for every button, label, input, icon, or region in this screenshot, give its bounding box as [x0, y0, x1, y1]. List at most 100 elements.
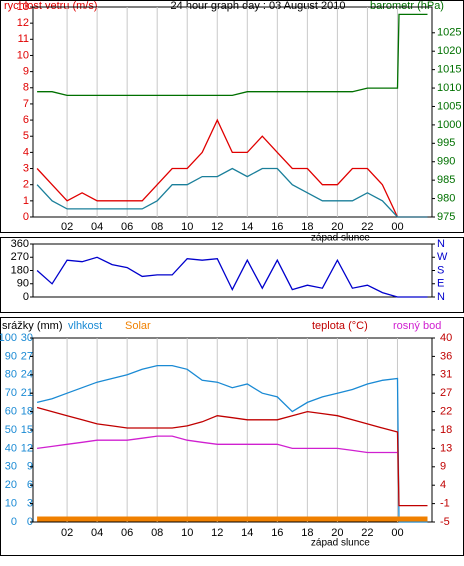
y2-tick-label: 22 — [440, 406, 452, 418]
y3-tick-label: 3 — [27, 498, 33, 510]
y-tick-label: 6 — [23, 114, 29, 126]
y-tick-label: 20 — [5, 479, 17, 491]
series-line — [37, 435, 398, 454]
x-tick-label: 10 — [181, 221, 193, 233]
x-tick-label: 12 — [211, 527, 223, 539]
y-tick-label: 180 — [11, 264, 29, 276]
y2-tick-label: 9 — [440, 461, 446, 473]
y-tick-label: 100 — [0, 332, 17, 344]
x-tick-label: 04 — [91, 527, 103, 539]
y2-tick-label: -1 — [440, 498, 450, 510]
y2-tick-label: 985 — [437, 174, 455, 186]
series-line — [36, 364, 428, 523]
y3-tick-label: 18 — [21, 406, 33, 418]
y-tick-label: 1 — [23, 195, 29, 207]
y2-tick-label: 980 — [437, 192, 455, 204]
series-line — [36, 256, 428, 298]
y-tick-label: 10 — [5, 498, 17, 510]
y-tick-label: 360 — [11, 238, 29, 250]
x-tick-label: 00 — [391, 527, 403, 539]
y3-tick-label: 9 — [27, 461, 33, 473]
series-line — [36, 406, 428, 507]
y-tick-label: 9 — [23, 66, 29, 78]
y3-tick-label: 12 — [21, 442, 33, 454]
chart-title: 24 hour graph day : 03 August 2010 — [171, 0, 346, 12]
y-tick-label: 8 — [23, 82, 29, 94]
legend-label: Solar — [125, 320, 151, 332]
series-line — [36, 118, 428, 218]
y2-tick-label: 36 — [440, 350, 452, 362]
x-tick-label: 12 — [211, 221, 223, 233]
y3-tick-label: 21 — [21, 387, 33, 399]
y-tick-label: 70 — [5, 387, 17, 399]
y2-tick-label: 40 — [440, 332, 452, 344]
x-tick-label: 04 — [91, 221, 103, 233]
y2-tick-label: -5 — [440, 516, 450, 528]
y2-tick-label: 1005 — [437, 100, 461, 112]
y2-tick-label: N — [437, 291, 445, 303]
y3-tick-label: 15 — [21, 424, 33, 436]
y-tick-label: 270 — [11, 251, 29, 263]
y-tick-label: 90 — [5, 350, 17, 362]
series-line — [36, 167, 428, 218]
y3-tick-label: 24 — [21, 369, 33, 381]
x-tick-label: 02 — [61, 221, 73, 233]
y2-tick-label: S — [437, 264, 444, 276]
y3-tick-label: 0 — [27, 516, 33, 528]
annotation: západ slunce — [311, 233, 370, 244]
x-tick-label: 00 — [391, 221, 403, 233]
y-axis-label: rychlost vetru (m/s) — [4, 0, 98, 12]
x-tick-label: 08 — [151, 221, 163, 233]
x-tick-label: 18 — [301, 527, 313, 539]
y-tick-label: 4 — [23, 146, 29, 158]
y3-axis-label: srážky (mm) — [2, 320, 63, 332]
y-tick-label: 60 — [5, 406, 17, 418]
annotation: západ slunce — [311, 538, 370, 549]
y-tick-label: 7 — [23, 98, 29, 110]
x-tick-label: 10 — [181, 527, 193, 539]
y-tick-label: 0 — [23, 291, 29, 303]
y-tick-label: 30 — [5, 461, 17, 473]
x-tick-label: 16 — [271, 221, 283, 233]
y-tick-label: 3 — [23, 162, 29, 174]
y-tick-label: 0 — [23, 211, 29, 223]
y2-tick-label: 31 — [440, 369, 452, 381]
x-tick-label: 06 — [121, 527, 133, 539]
y2-tick-label: 4 — [440, 479, 446, 491]
x-tick-label: 02 — [61, 527, 73, 539]
x-tick-label: 22 — [361, 221, 373, 233]
x-tick-label: 06 — [121, 221, 133, 233]
y2-tick-label: 1010 — [437, 82, 461, 94]
y2-tick-label: 1020 — [437, 45, 461, 57]
y2-tick-label: N — [437, 238, 445, 250]
y2-tick-label: E — [437, 278, 444, 290]
x-tick-label: 18 — [301, 221, 313, 233]
y-tick-label: 5 — [23, 130, 29, 142]
x-tick-label: 20 — [331, 221, 343, 233]
x-tick-label: 22 — [361, 527, 373, 539]
y2-tick-label: 27 — [440, 387, 452, 399]
y-tick-label: 12 — [17, 17, 29, 29]
y-tick-label: 2 — [23, 179, 29, 191]
y-tick-label: 90 — [17, 278, 29, 290]
y2-tick-label: 18 — [440, 424, 452, 436]
x-tick-label: 20 — [331, 527, 343, 539]
y2-tick-label: 990 — [437, 156, 455, 168]
legend-label: rosný bod — [393, 320, 441, 332]
plot-area — [32, 6, 433, 218]
y3-tick-label: 27 — [21, 350, 33, 362]
y3-tick-label: 30 — [21, 332, 33, 344]
x-tick-label: 14 — [241, 221, 253, 233]
y-tick-label: 80 — [5, 369, 17, 381]
y2-tick-label: 995 — [437, 137, 455, 149]
series-line — [37, 13, 428, 97]
y-tick-label: 50 — [5, 424, 17, 436]
y2-tick-label: 975 — [437, 211, 455, 223]
y2-tick-label: 13 — [440, 442, 452, 454]
legend-label: vlhkost — [68, 320, 102, 332]
y2-tick-label: 1015 — [437, 64, 461, 76]
y2-tick-label: 1025 — [437, 27, 461, 39]
y2-tick-label: W — [437, 251, 448, 263]
